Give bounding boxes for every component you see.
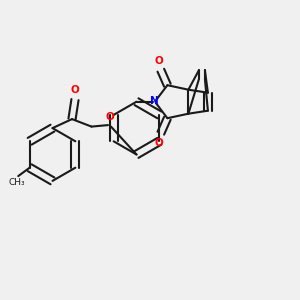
Text: O: O xyxy=(155,138,164,148)
Text: O: O xyxy=(155,56,164,66)
Text: O: O xyxy=(70,85,80,95)
Text: N: N xyxy=(150,96,159,106)
Text: CH₃: CH₃ xyxy=(9,178,25,187)
Text: O: O xyxy=(105,112,114,122)
